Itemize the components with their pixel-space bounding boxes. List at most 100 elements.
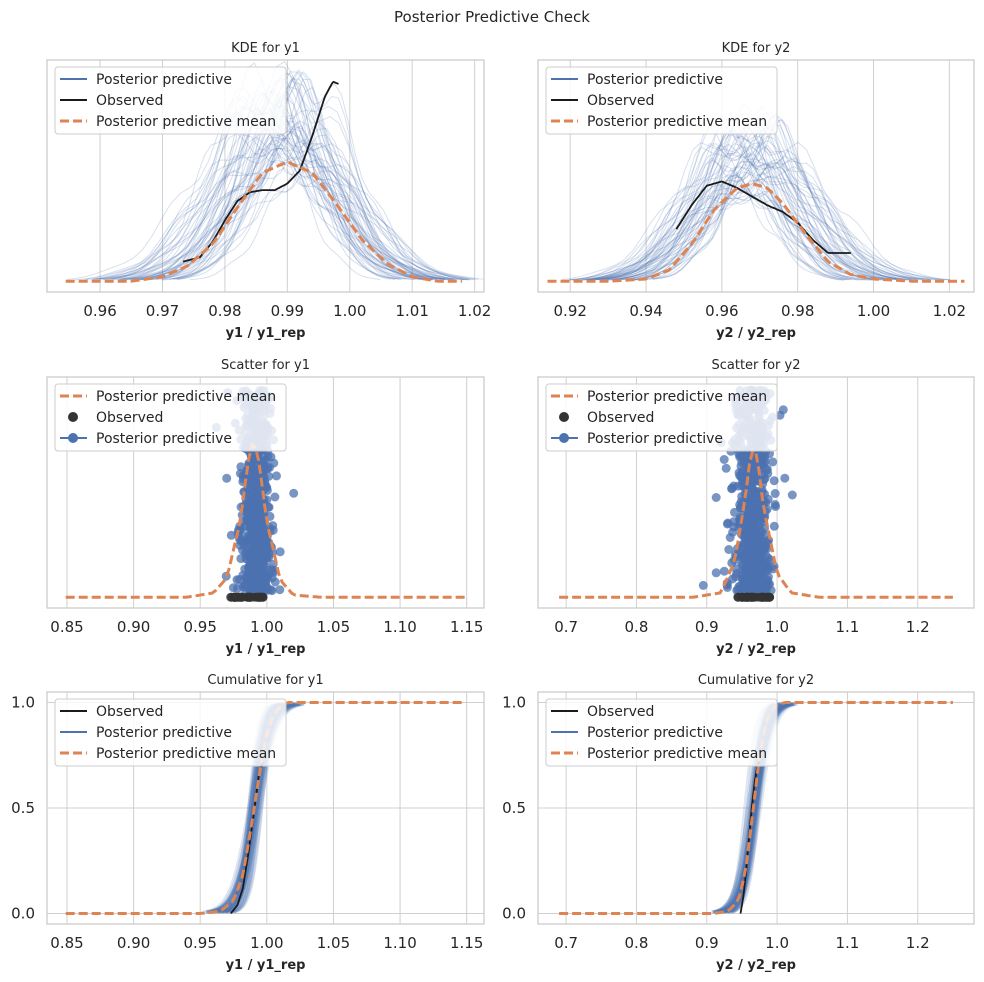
posterior-predictive-curve: [91, 147, 446, 281]
posterior-predictive-mean-curve: [559, 701, 953, 915]
posterior-predictive-point: [252, 509, 262, 519]
posterior-predictive-point: [770, 489, 780, 498]
x-tick-label: 0.85: [50, 618, 83, 636]
x-tick-label: 1.10: [383, 934, 416, 952]
posterior-predictive-point: [768, 457, 778, 467]
posterior-predictive-point: [266, 452, 276, 462]
panel-5: 0.85 0.90 0.95 1.00 1.05 1.10 1.15 0.0 0.5 1.0 Cum…: [11, 673, 485, 973]
panel-1: 0.96 0.97 0.98 0.99 1.00 1.01 1.02 KDE for y1 y1…: [46, 41, 491, 341]
posterior-predictive-curve: [607, 192, 873, 281]
posterior-predictive-curve: [92, 133, 457, 281]
posterior-predictive-curve: [594, 162, 927, 281]
posterior-predictive-curve: [118, 60, 469, 280]
posterior-predictive-curve: [601, 157, 848, 281]
legend-label: Posterior predictive mean: [587, 746, 767, 762]
x-tick-label: 0.9: [695, 618, 719, 636]
legend: Posterior predictive mean Observed Posteri…: [545, 383, 778, 452]
posterior-predictive-point: [769, 521, 779, 531]
legend-label: Posterior predictive mean: [587, 389, 767, 405]
posterior-predictive-point: [264, 502, 274, 512]
panel-4: 0.7 0.8 0.9 1.0 1.1 1.2 Scatter for y2 y2 / y2_…: [537, 358, 975, 657]
x-axis-label: y1 / y1_rep: [226, 326, 306, 341]
posterior-predictive-point: [250, 468, 260, 478]
x-tick-label: 0.8: [625, 618, 649, 636]
posterior-predictive-curve: [582, 133, 896, 281]
posterior-predictive-curve: [150, 121, 471, 281]
posterior-predictive-curve: [631, 133, 852, 281]
posterior-predictive-point: [242, 572, 252, 582]
legend: Posterior predictive mean Observed Posteri…: [54, 383, 287, 452]
legend: Posterior predictive Observed Posterior pr…: [54, 66, 287, 135]
panel-2: 0.92 0.94 0.96 0.98 1.00 1.02 KDE for y2 y2 / y…: [537, 41, 975, 341]
posterior-predictive-point: [721, 463, 731, 473]
posterior-predictive-curve: [119, 152, 433, 281]
posterior-predictive-curve: [161, 167, 434, 281]
posterior-predictive-curve: [583, 143, 901, 281]
observed-point: [257, 592, 267, 602]
posterior-predictive-curve: [162, 86, 435, 280]
posterior-predictive-curve: [611, 164, 875, 281]
x-tick-label: 1.2: [906, 618, 930, 636]
posterior-predictive-curve: [139, 127, 403, 281]
posterior-predictive-curve: [598, 135, 905, 281]
posterior-predictive-curve: [568, 153, 932, 281]
posterior-predictive-point: [251, 479, 261, 488]
x-tick-label: 1.10: [383, 618, 416, 636]
legend-label: Observed: [96, 704, 163, 720]
x-tick-label: 1.00: [333, 302, 366, 320]
posterior-predictive-curve: [723, 702, 791, 914]
x-tick-label: 0.9: [695, 934, 719, 952]
posterior-predictive-curve: [172, 78, 434, 280]
x-tick-label: 0.7: [554, 934, 578, 952]
posterior-predictive-point: [719, 455, 729, 464]
legend-label: Posterior predictive mean: [96, 746, 276, 762]
posterior-predictive-curve: [587, 172, 906, 281]
legend-label: Posterior predictive: [96, 72, 232, 88]
posterior-predictive-curve: [140, 159, 470, 281]
x-tick-label: 1.02: [933, 302, 966, 320]
posterior-predictive-point: [741, 582, 751, 592]
posterior-predictive-curve: [620, 146, 892, 281]
axes-frame: [46, 691, 485, 925]
posterior-predictive-curve: [169, 119, 396, 280]
x-tick-label: 0.96: [83, 302, 116, 320]
posterior-predictive-curve: [633, 135, 904, 281]
posterior-predictive-curve: [588, 155, 946, 281]
posterior-predictive-point: [771, 502, 780, 511]
posterior-predictive-mean-curve: [65, 442, 466, 599]
posterior-predictive-curve: [604, 162, 912, 281]
axes-frame: [537, 376, 975, 609]
posterior-predictive-point: [240, 548, 250, 558]
x-tick-label: 0.99: [271, 302, 304, 320]
x-tick-label: 1.15: [450, 934, 483, 952]
posterior-predictive-point: [270, 492, 280, 502]
posterior-predictive-curve: [628, 171, 846, 281]
axes-frame: [46, 59, 485, 293]
y-tick-label: 0.0: [502, 904, 526, 922]
posterior-predictive-point: [235, 469, 245, 478]
posterior-predictive-mean-curve: [65, 160, 463, 283]
plot-area: [547, 103, 965, 283]
posterior-predictive-curve: [595, 113, 923, 281]
legend-marker-predictive: [68, 433, 78, 443]
posterior-predictive-curve: [129, 71, 446, 280]
x-tick-label: 1.05: [317, 618, 350, 636]
posterior-predictive-point: [232, 583, 242, 593]
posterior-predictive-curve: [120, 142, 471, 281]
legend-label: Posterior predictive mean: [587, 114, 767, 130]
posterior-predictive-point: [232, 575, 242, 585]
posterior-predictive-curve: [638, 175, 885, 281]
x-tick-label: 1.05: [317, 934, 350, 952]
posterior-predictive-point: [259, 585, 269, 595]
legend-label: Posterior predictive: [587, 72, 723, 88]
posterior-predictive-curve: [133, 137, 449, 281]
posterior-predictive-curve: [622, 144, 900, 281]
x-tick-label: 1.01: [396, 302, 429, 320]
posterior-predictive-curve: [103, 115, 484, 281]
legend-label: Posterior predictive: [96, 725, 232, 741]
posterior-predictive-curve: [216, 702, 305, 914]
posterior-predictive-point: [275, 547, 285, 557]
posterior-predictive-point: [787, 490, 797, 500]
